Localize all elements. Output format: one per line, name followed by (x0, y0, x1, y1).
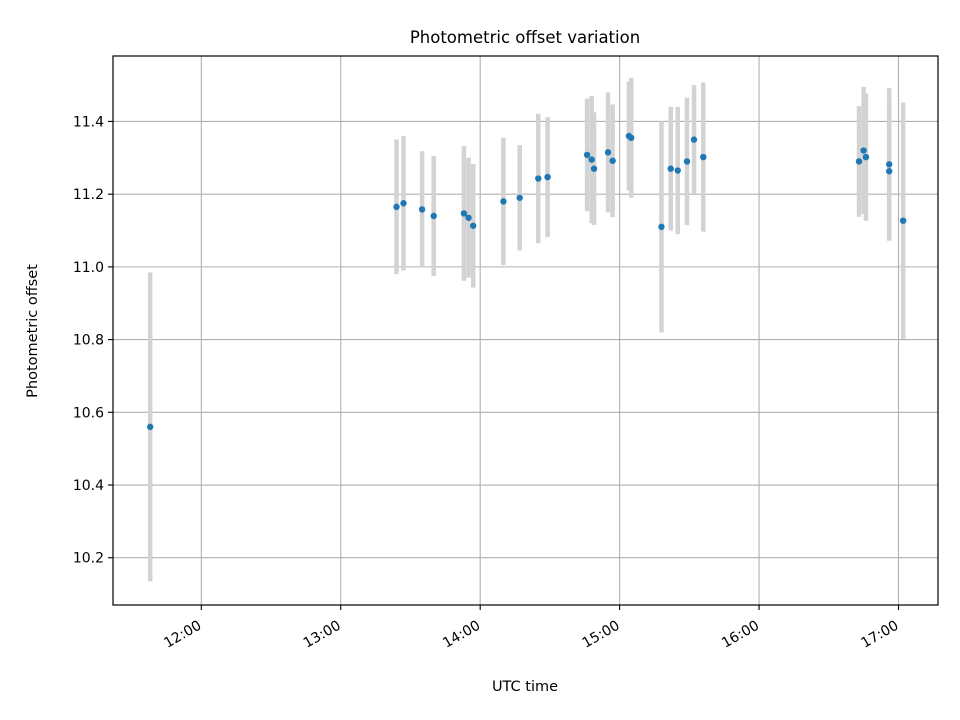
data-points (146, 132, 907, 431)
data-point (393, 203, 400, 211)
data-point (430, 212, 437, 220)
y-tick-label: 10.8 (73, 333, 104, 349)
data-point (604, 149, 612, 156)
chart-title: Photometric offset variation (410, 28, 640, 47)
y-axis-ticks: 10.2 10.4 10.6 10.8 11.0 11.2 11.4 (73, 114, 113, 567)
data-point (700, 153, 707, 161)
data-point (683, 158, 691, 165)
data-point (885, 161, 893, 168)
data-point (899, 217, 907, 224)
data-point (588, 156, 595, 163)
data-point (470, 222, 477, 229)
data-point (146, 423, 154, 431)
data-point (590, 165, 598, 172)
y-tick-label: 10.6 (73, 405, 104, 421)
plot-frame (112, 55, 939, 606)
y-tick-label: 11.4 (73, 114, 104, 130)
data-point (690, 136, 698, 143)
y-axis-label: Photometric offset (25, 264, 41, 398)
data-point (862, 153, 870, 161)
data-point (544, 173, 551, 181)
data-point (516, 194, 523, 201)
data-point (885, 168, 893, 175)
data-point (535, 175, 542, 182)
data-point (400, 200, 407, 207)
y-tick-label: 10.2 (73, 551, 104, 567)
data-point (674, 167, 681, 174)
data-point (418, 206, 426, 213)
data-point (667, 165, 674, 172)
data-point (860, 147, 867, 154)
y-tick-label: 11.2 (73, 187, 104, 203)
y-tick-label: 11.0 (73, 260, 104, 276)
data-point (583, 151, 591, 159)
grid (113, 56, 938, 605)
data-point (460, 210, 468, 217)
data-point (628, 134, 635, 142)
y-tick-label: 10.4 (73, 478, 104, 494)
data-point (658, 223, 665, 231)
data-point (465, 214, 472, 221)
data-point (609, 157, 616, 164)
data-point (500, 198, 507, 205)
x-axis-label: UTC time (492, 679, 558, 695)
data-point (855, 158, 863, 165)
